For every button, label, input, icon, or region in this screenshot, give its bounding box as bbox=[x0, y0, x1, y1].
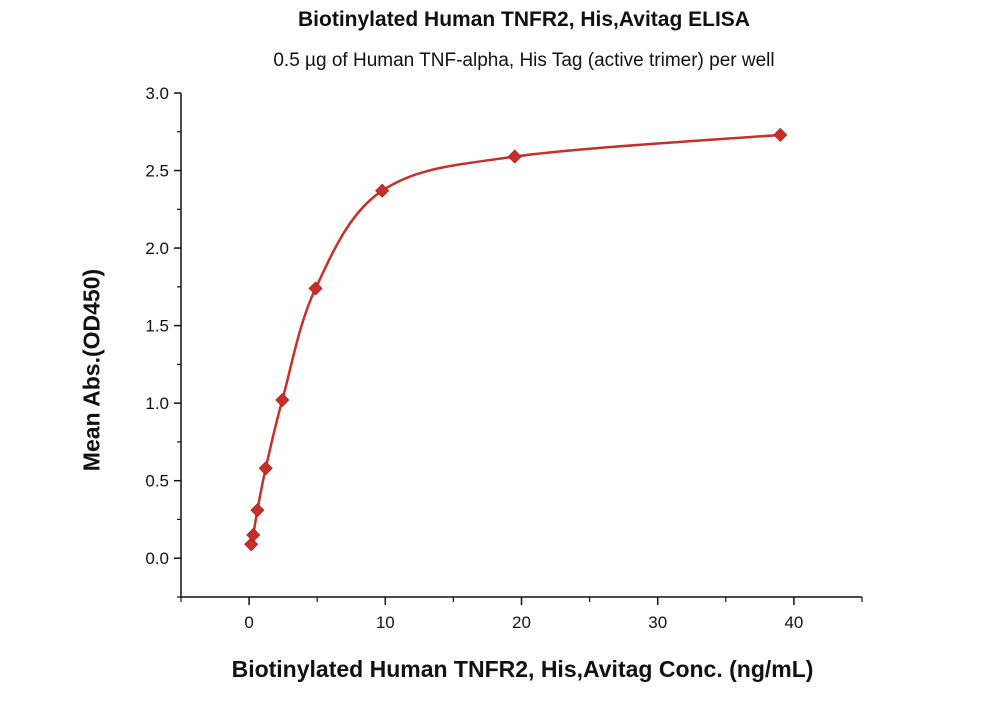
x-tick-label: 10 bbox=[376, 613, 395, 632]
data-point bbox=[275, 392, 290, 408]
y-tick-label: 2.5 bbox=[145, 162, 169, 181]
data-point bbox=[258, 461, 273, 476]
x-axis-label: Biotinylated Human TNFR2, His,Avitag Con… bbox=[231, 656, 814, 682]
x-tick-label: 30 bbox=[648, 613, 667, 632]
x-tick-label: 20 bbox=[512, 613, 531, 632]
data-point bbox=[773, 127, 788, 142]
data-point bbox=[308, 281, 323, 296]
fit-curve bbox=[249, 133, 781, 545]
y-tick-label: 0.5 bbox=[145, 472, 169, 491]
y-tick-label: 1.5 bbox=[145, 317, 169, 336]
data-point bbox=[246, 527, 261, 543]
y-tick-label: 1.0 bbox=[145, 394, 169, 413]
data-point bbox=[375, 183, 390, 198]
x-tick-label: 0 bbox=[244, 613, 253, 632]
y-tick-label: 0.0 bbox=[145, 549, 169, 568]
data-point bbox=[250, 503, 265, 518]
chart-title: Biotinylated Human TNFR2, His,Avitag ELI… bbox=[298, 8, 750, 31]
data-point bbox=[244, 537, 259, 552]
y-tick-label: 2.0 bbox=[145, 239, 169, 258]
x-tick-label: 40 bbox=[784, 613, 803, 632]
data-point bbox=[507, 149, 522, 164]
y-tick-label: 3.0 bbox=[145, 84, 169, 103]
chart-subtitle: 0.5 µg of Human TNF-alpha, His Tag (acti… bbox=[273, 50, 775, 71]
